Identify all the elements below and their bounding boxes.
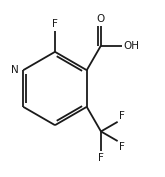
Text: F: F bbox=[52, 19, 58, 28]
Text: N: N bbox=[11, 65, 19, 75]
Text: F: F bbox=[119, 142, 125, 152]
Text: F: F bbox=[119, 111, 125, 121]
Text: OH: OH bbox=[124, 41, 140, 51]
Text: F: F bbox=[98, 153, 104, 162]
Text: O: O bbox=[97, 15, 105, 24]
